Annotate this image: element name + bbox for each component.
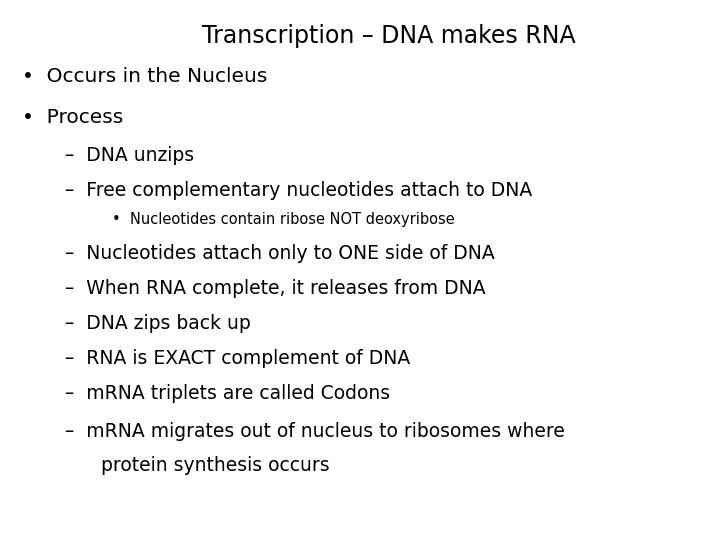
Text: •  Occurs in the Nucleus: • Occurs in the Nucleus xyxy=(22,68,267,86)
Text: –  RNA is EXACT complement of DNA: – RNA is EXACT complement of DNA xyxy=(65,349,410,368)
Text: –  Free complementary nucleotides attach to DNA: – Free complementary nucleotides attach … xyxy=(65,181,532,200)
Text: •  Process: • Process xyxy=(22,108,123,127)
Text: protein synthesis occurs: protein synthesis occurs xyxy=(65,456,330,475)
Text: –  mRNA migrates out of nucleus to ribosomes where: – mRNA migrates out of nucleus to riboso… xyxy=(65,422,564,441)
Text: –  mRNA triplets are called Codons: – mRNA triplets are called Codons xyxy=(65,384,390,403)
Text: –  When RNA complete, it releases from DNA: – When RNA complete, it releases from DN… xyxy=(65,279,485,298)
Text: Transcription – DNA makes RNA: Transcription – DNA makes RNA xyxy=(202,24,575,48)
Text: –  DNA zips back up: – DNA zips back up xyxy=(65,314,251,333)
Text: –  Nucleotides attach only to ONE side of DNA: – Nucleotides attach only to ONE side of… xyxy=(65,244,495,263)
Text: –  DNA unzips: – DNA unzips xyxy=(65,146,194,165)
Text: •  Nucleotides contain ribose NOT deoxyribose: • Nucleotides contain ribose NOT deoxyri… xyxy=(112,212,454,227)
